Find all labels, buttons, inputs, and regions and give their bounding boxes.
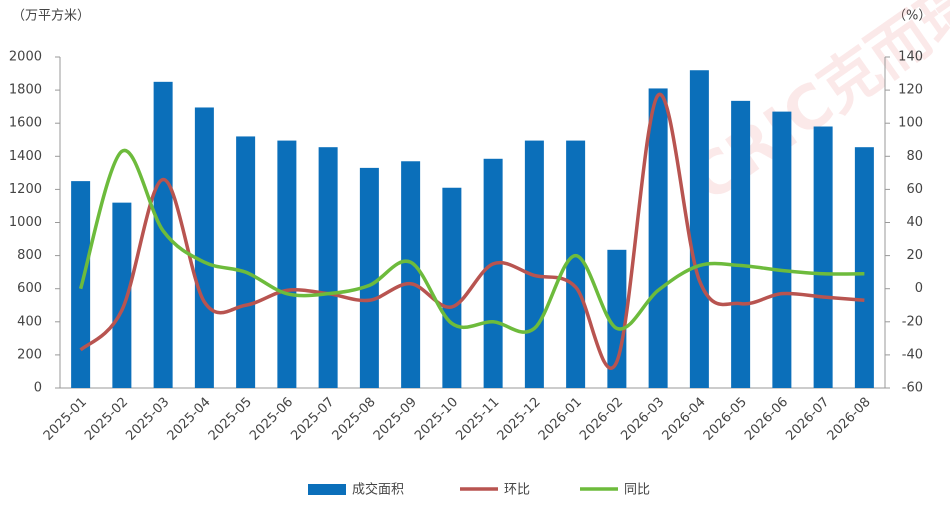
y2-tick-label: 100 [898,116,923,131]
bar [194,107,214,388]
y2-tick-label: 20 [906,248,923,263]
x-tick-label: 2025-02 [82,395,131,444]
y2-tick-label: 40 [906,215,923,230]
x-tick-label: 2025-09 [371,395,420,444]
y2-tick-label: 120 [898,83,923,98]
x-tick-label: 2025-06 [247,395,296,444]
y-tick-label: 1400 [9,149,42,164]
y2-axis-label: （%） [893,9,931,24]
bar [277,140,297,388]
bar [359,167,379,388]
x-tick-label: 2025-01 [41,395,90,444]
legend-label: 环比 [504,483,530,498]
x-tick-label: 2025-08 [330,395,379,444]
y2-tick-label: 80 [906,149,923,164]
x-tick-label: 2025-11 [453,395,502,444]
x-tick-label: 2025-07 [288,395,337,444]
bar [566,140,586,388]
bar [854,147,874,388]
x-tick-label: 2026-07 [783,395,832,444]
y2-tick-label: 0 [915,281,923,296]
x-tick-label: 2025-12 [495,395,544,444]
legend-label: 成交面积 [352,482,404,498]
y2-tick-label: -60 [902,381,923,396]
bar [731,100,751,389]
y-tick-label: 1600 [9,116,42,131]
x-tick-label: 2025-10 [412,395,461,444]
x-tick-label: 2026-01 [536,395,585,444]
y-tick-label: 400 [17,314,42,329]
x-tick-label: 2026-02 [577,395,626,444]
line [79,92,865,370]
y-tick-label: 1200 [9,182,42,197]
y-tick-label: 600 [17,281,42,296]
bar [401,161,421,388]
bar [813,126,833,388]
legend-label: 同比 [624,483,650,498]
bar [318,147,338,388]
x-tick-label: 2026-08 [825,395,874,444]
line [78,148,865,334]
bar [236,136,256,388]
bar [607,249,627,388]
bar [112,202,132,388]
x-tick-label: 2026-05 [701,395,750,444]
x-tick-label: 2026-06 [742,395,791,444]
y-tick-label: 200 [17,347,42,362]
x-tick-label: 2025-05 [206,395,255,444]
y-tick-label: 2000 [9,50,42,65]
y-tick-label: 1800 [9,83,42,98]
bar [442,187,462,388]
y2-tick-label: 140 [898,50,923,65]
bar [648,88,668,388]
y2-tick-label: 60 [906,182,923,197]
legend-swatch [308,484,346,495]
bar [153,81,173,388]
y-tick-label: 800 [17,248,42,263]
y2-tick-label: -20 [902,314,923,329]
y-axis-label: （万平方米） [12,8,90,24]
x-tick-label: 2026-03 [618,395,667,444]
y-tick-label: 1000 [9,215,42,230]
y-tick-label: 0 [34,381,42,396]
x-tick-label: 2026-04 [660,395,709,444]
x-tick-label: 2025-04 [165,395,214,444]
bar [524,140,544,388]
bar [689,70,709,389]
bar [483,158,503,388]
bar [772,111,792,389]
y2-tick-label: -40 [902,347,923,362]
x-tick-label: 2025-03 [123,395,172,444]
